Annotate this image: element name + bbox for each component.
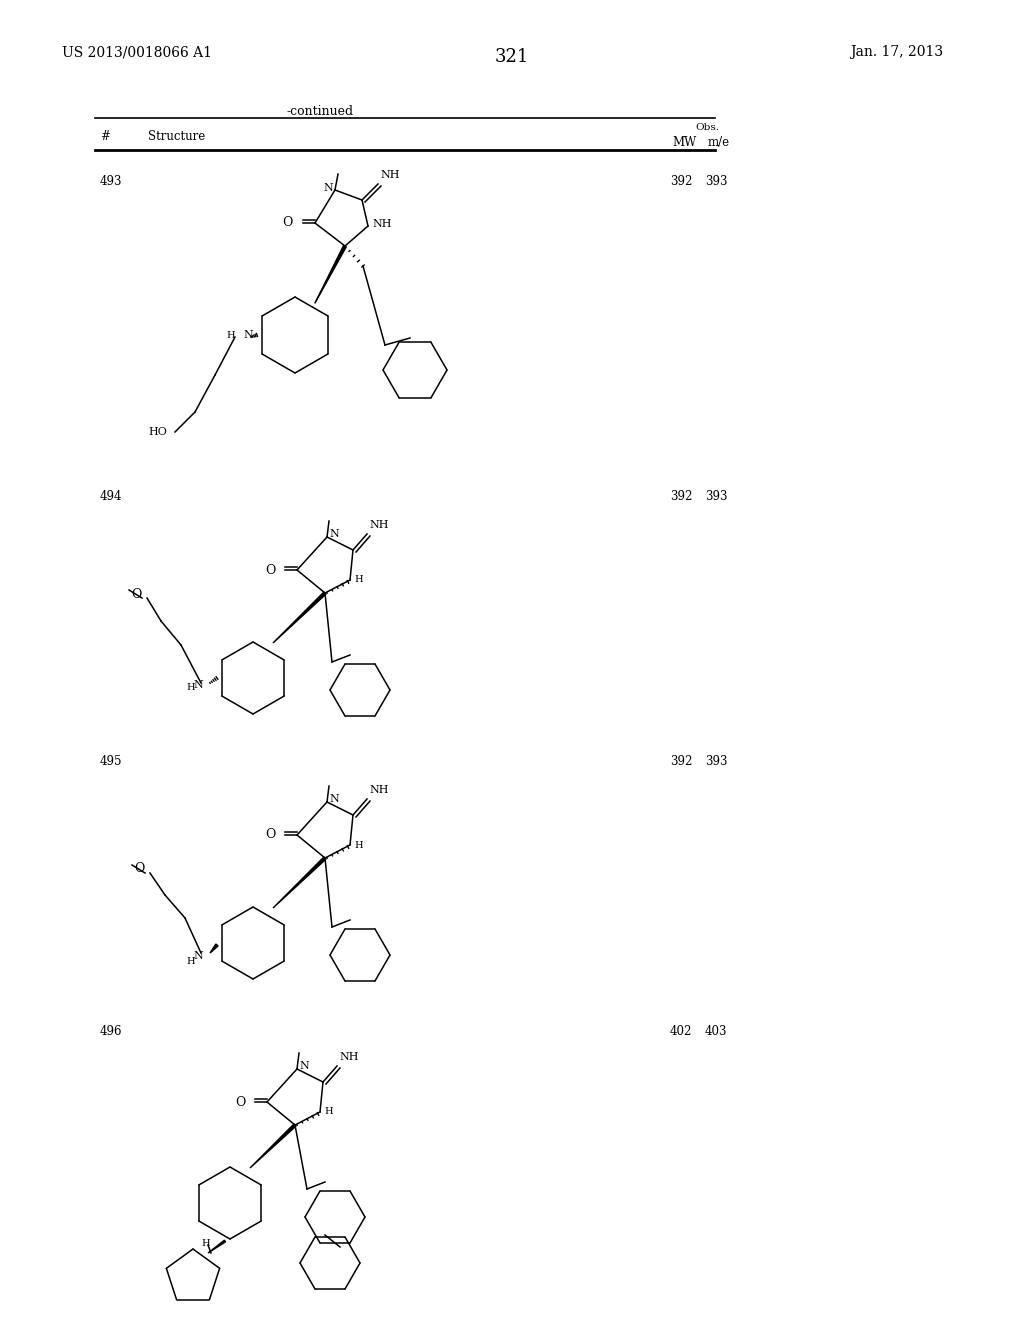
Text: N: N (194, 680, 203, 690)
Polygon shape (208, 1241, 225, 1253)
Text: -continued: -continued (287, 106, 353, 117)
Text: H: H (202, 1238, 210, 1247)
Polygon shape (273, 857, 326, 908)
Text: Obs.: Obs. (695, 123, 719, 132)
Text: O: O (134, 862, 145, 875)
Text: NH: NH (372, 219, 391, 228)
Text: O: O (132, 587, 142, 601)
Text: Structure: Structure (148, 129, 205, 143)
Text: NH: NH (380, 170, 399, 180)
Polygon shape (210, 944, 218, 953)
Text: H: H (354, 841, 362, 850)
Text: O: O (265, 829, 276, 842)
Text: H: H (354, 576, 362, 585)
Text: N: N (329, 529, 339, 539)
Text: N: N (194, 950, 203, 961)
Text: N: N (324, 183, 333, 193)
Text: 392: 392 (670, 755, 692, 768)
Text: 321: 321 (495, 48, 529, 66)
Text: NH: NH (339, 1052, 358, 1063)
Text: NH: NH (369, 785, 388, 795)
Text: NH: NH (369, 520, 388, 531)
Text: N: N (243, 330, 253, 341)
Text: 496: 496 (100, 1026, 123, 1038)
Text: 392: 392 (670, 176, 692, 187)
Text: MW: MW (672, 136, 696, 149)
Text: O: O (236, 1096, 246, 1109)
Text: N: N (329, 795, 339, 804)
Text: US 2013/0018066 A1: US 2013/0018066 A1 (62, 45, 212, 59)
Text: HO: HO (148, 426, 167, 437)
Polygon shape (315, 246, 346, 304)
Polygon shape (250, 1123, 296, 1168)
Text: H: H (324, 1107, 333, 1117)
Text: #: # (100, 129, 110, 143)
Text: 393: 393 (705, 755, 727, 768)
Text: 493: 493 (100, 176, 123, 187)
Polygon shape (273, 591, 326, 643)
Text: 392: 392 (670, 490, 692, 503)
Text: Jan. 17, 2013: Jan. 17, 2013 (850, 45, 943, 59)
Text: m/e: m/e (708, 136, 730, 149)
Text: 393: 393 (705, 490, 727, 503)
Text: O: O (265, 564, 276, 577)
Text: H: H (226, 330, 234, 339)
Text: O: O (283, 216, 293, 230)
Text: 403: 403 (705, 1026, 727, 1038)
Text: H: H (186, 684, 195, 693)
Text: 495: 495 (100, 755, 123, 768)
Text: 402: 402 (670, 1026, 692, 1038)
Text: N: N (299, 1061, 309, 1071)
Text: 393: 393 (705, 176, 727, 187)
Text: 494: 494 (100, 490, 123, 503)
Text: H: H (186, 957, 195, 965)
